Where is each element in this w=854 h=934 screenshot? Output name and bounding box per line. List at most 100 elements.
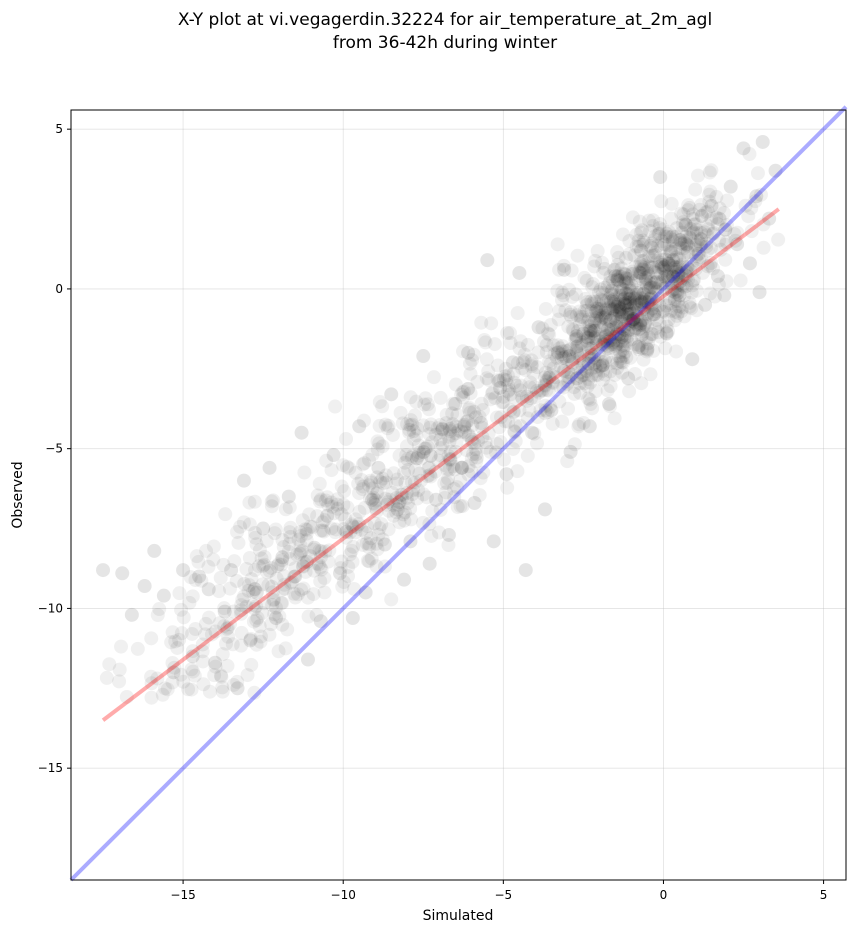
data-point [626, 312, 641, 327]
data-point [371, 460, 386, 475]
data-point [588, 329, 603, 344]
data-point [448, 419, 463, 434]
data-point [727, 227, 742, 242]
data-point [182, 595, 197, 610]
data-point [670, 293, 685, 308]
data-point [669, 252, 684, 267]
data-point [508, 418, 523, 433]
data-point [519, 393, 534, 408]
data-point [144, 690, 159, 705]
data-point [474, 315, 489, 330]
data-point [315, 523, 330, 538]
data-point [176, 674, 191, 689]
data-point [568, 343, 583, 358]
data-point [542, 370, 557, 385]
data-point [665, 283, 680, 298]
data-point [674, 225, 689, 240]
data-point [635, 262, 650, 277]
data-point [710, 217, 725, 232]
data-point [675, 300, 690, 315]
data-point [418, 441, 433, 456]
data-point [597, 334, 612, 349]
data-point [679, 263, 694, 278]
data-point [329, 522, 344, 537]
data-point [375, 471, 390, 486]
data-point [647, 232, 662, 247]
data-point [192, 569, 207, 584]
data-point [643, 238, 658, 253]
data-point [606, 310, 621, 325]
data-point [565, 352, 580, 367]
data-point [222, 617, 237, 632]
data-point [569, 339, 584, 354]
data-point [253, 634, 268, 649]
data-point [628, 316, 643, 331]
data-point [543, 356, 558, 371]
data-point [689, 249, 704, 264]
data-point [306, 587, 321, 602]
data-point [389, 505, 404, 520]
data-point [694, 225, 709, 240]
data-point [362, 491, 377, 506]
data-point [242, 551, 257, 566]
data-point [610, 257, 625, 272]
data-point [362, 554, 377, 569]
data-point [199, 543, 214, 558]
data-point [688, 182, 703, 197]
data-point [598, 333, 613, 348]
data-point [394, 490, 409, 505]
data-point [434, 424, 449, 439]
data-point [300, 652, 315, 667]
data-point [730, 237, 745, 252]
data-point [612, 327, 627, 342]
data-point [689, 283, 704, 298]
data-point [283, 520, 298, 535]
data-point [640, 266, 655, 281]
data-point [587, 347, 602, 362]
data-point [571, 419, 586, 434]
data-point [548, 370, 563, 385]
data-point [155, 687, 170, 702]
data-point [554, 359, 569, 374]
data-point [453, 473, 468, 488]
data-point [628, 321, 643, 336]
data-point [442, 434, 457, 449]
data-point [693, 237, 708, 252]
data-point [447, 481, 462, 496]
data-point [668, 242, 683, 257]
data-point [679, 229, 694, 244]
data-point [652, 316, 667, 331]
data-point [513, 378, 528, 393]
data-point [618, 267, 633, 282]
data-point [249, 637, 264, 652]
data-point [575, 310, 590, 325]
data-point [661, 312, 676, 327]
data-point [517, 347, 532, 362]
data-point [612, 300, 627, 315]
data-point [360, 553, 375, 568]
data-point [435, 437, 450, 452]
data-point [612, 304, 627, 319]
data-point [609, 356, 624, 371]
data-point [659, 326, 674, 341]
data-point [369, 486, 384, 501]
data-point [698, 297, 713, 312]
data-point [379, 475, 394, 490]
data-point [663, 258, 678, 273]
data-point [636, 318, 651, 333]
data-point [557, 363, 572, 378]
data-point [674, 271, 689, 286]
x-axis-ticks: −15 −10 −5 0 5 [170, 880, 827, 902]
x-tick-label: 5 [820, 888, 828, 902]
data-point [592, 314, 607, 329]
data-point [428, 464, 443, 479]
data-point [667, 292, 682, 307]
data-point [186, 664, 201, 679]
data-point [642, 276, 657, 291]
data-point [630, 309, 645, 324]
data-point [363, 531, 378, 546]
data-point [403, 390, 418, 405]
data-point [299, 555, 314, 570]
data-point [379, 468, 394, 483]
data-point [664, 211, 679, 226]
